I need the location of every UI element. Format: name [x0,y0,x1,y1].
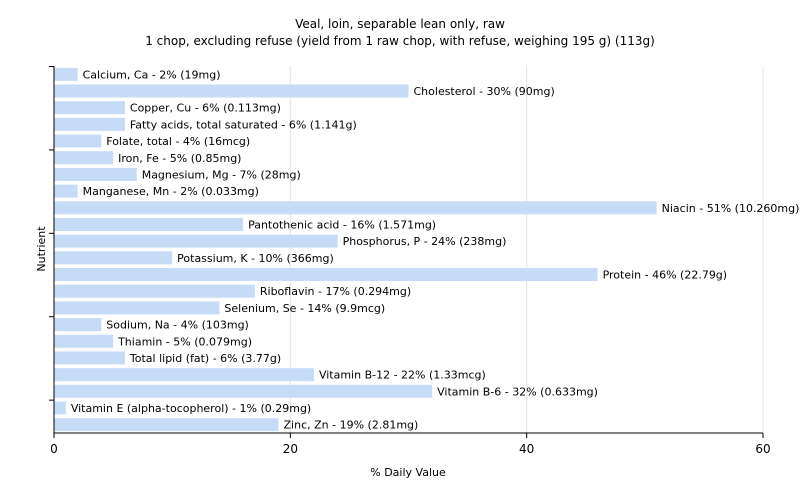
bar [54,151,114,165]
bar-label: Iron, Fe - 5% (0.85mg) [118,152,241,165]
bar-label: Vitamin E (alpha-tocopherol) - 1% (0.29m… [71,402,311,415]
axes-group: 0 20 40 60 [49,66,771,456]
bar [54,84,409,98]
bar-label: Pantothenic acid - 16% (1.571mg) [248,218,436,231]
bar [54,351,125,365]
bar-label: Magnesium, Mg - 7% (28mg) [142,168,301,181]
bar-label: Potassium, K - 10% (366mg) [177,252,334,265]
bar-label: Sodium, Na - 4% (103mg) [106,319,249,332]
bar [54,301,220,315]
bar-label: Protein - 46% (22.79g) [603,269,728,282]
bar [54,184,78,198]
x-axis-title: % Daily Value [370,466,446,479]
bar-label: Selenium, Se - 14% (9.9mcg) [224,302,385,315]
x-tick-label: 40 [519,442,534,456]
bar [54,368,314,382]
chart-title: Veal, loin, separable lean only, raw [295,17,505,31]
chart-subtitle: 1 chop, excluding refuse (yield from 1 r… [145,34,655,48]
bar [54,217,244,231]
bar [54,67,78,81]
bar-label: Fatty acids, total saturated - 6% (1.141… [130,118,357,131]
bar-label: Folate, total - 4% (16mcg) [106,135,250,148]
bar-label: Vitamin B-12 - 22% (1.33mcg) [319,369,486,382]
bar [54,384,433,398]
bar [54,268,598,282]
bar-label: Phosphorus, P - 24% (238mg) [343,235,507,248]
bar-label: Cholesterol - 30% (90mg) [414,85,555,98]
bar [54,117,125,131]
bar [54,234,338,248]
x-tick-label: 0 [50,442,58,456]
bar-label: Vitamin B-6 - 32% (0.633mg) [437,385,598,398]
bar-label: Thiamin - 5% (0.079mg) [117,335,252,348]
bar-label: Niacin - 51% (10.260mg) [662,202,800,215]
bar-label: Manganese, Mn - 2% (0.033mg) [83,185,259,198]
bar [54,101,125,115]
bar-label: Copper, Cu - 6% (0.113mg) [130,102,281,115]
x-tick-label: 20 [283,442,298,456]
bar [54,418,279,432]
bars-group: Calcium, Ca - 2% (19mg) Cholesterol - 30%… [54,67,800,432]
bar [54,401,66,415]
bar-label: Riboflavin - 17% (0.294mg) [260,285,411,298]
bar [54,284,255,298]
bar [54,167,137,181]
bar [54,201,657,215]
bar-label: Calcium, Ca - 2% (19mg) [83,68,221,81]
bar [54,251,173,265]
x-tick-label: 60 [755,442,770,456]
bar [54,318,102,332]
bar-label: Zinc, Zn - 19% (2.81mg) [284,419,419,432]
y-axis-title: Nutrient [35,226,48,272]
bar [54,134,102,148]
bar-label: Total lipid (fat) - 6% (3.77g) [129,352,281,365]
bar [54,334,114,348]
